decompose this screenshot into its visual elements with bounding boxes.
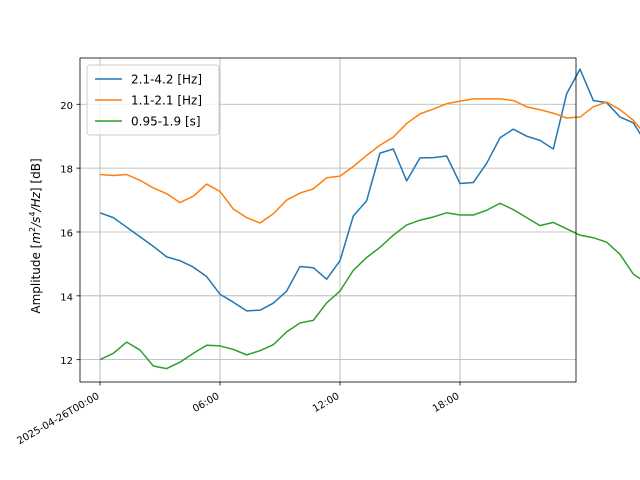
series-line [99,98,640,224]
y-axis-label-part: ] [dB] [29,158,43,192]
y-tick-label: 12 [60,356,73,367]
y-tick-label: 20 [60,101,73,112]
legend-label: 0.95-1.9 [s] [131,115,201,129]
y-axis-label-part: Hz [29,191,43,207]
y-tick-label: 16 [60,228,73,239]
series-line [99,68,640,312]
x-tick-label: 18:00 [431,391,461,415]
y-axis-label-part: s [29,217,43,223]
y-axis-label: Amplitude [m2/s4/Hz] [dB] [28,158,43,313]
y-axis-label-part: m [29,232,43,244]
series-line [99,202,640,370]
y-axis-label-part: Amplitude [ [29,244,43,314]
y-axis-label-part: / [29,221,43,228]
plot-frame [79,57,577,383]
x-axis: 2025-04-26T00:00 06:00 12:00 18:00 [15,382,462,447]
y-tick-label: 14 [60,292,73,303]
y-axis-label-part: 2 [28,227,37,232]
legend: 2.1-4.2 [Hz] 1.1-2.1 [Hz] 0.95-1.9 [s] [86,64,220,136]
y-tick-label: 18 [60,165,73,176]
series-group [99,68,640,370]
legend-label: 1.1-2.1 [Hz] [131,94,202,108]
x-tick-label: 2025-04-26T00:00 [15,391,101,447]
y-axis: 12 14 16 18 20 [60,101,80,367]
x-tick-label: 12:00 [311,391,341,415]
legend-label: 2.1-4.2 [Hz] [131,73,202,87]
x-tick-label: 06:00 [191,391,221,415]
y-axis-label-part: 4 [28,211,37,216]
y-axis-label-part: / [29,205,43,212]
legend-box [86,64,220,136]
